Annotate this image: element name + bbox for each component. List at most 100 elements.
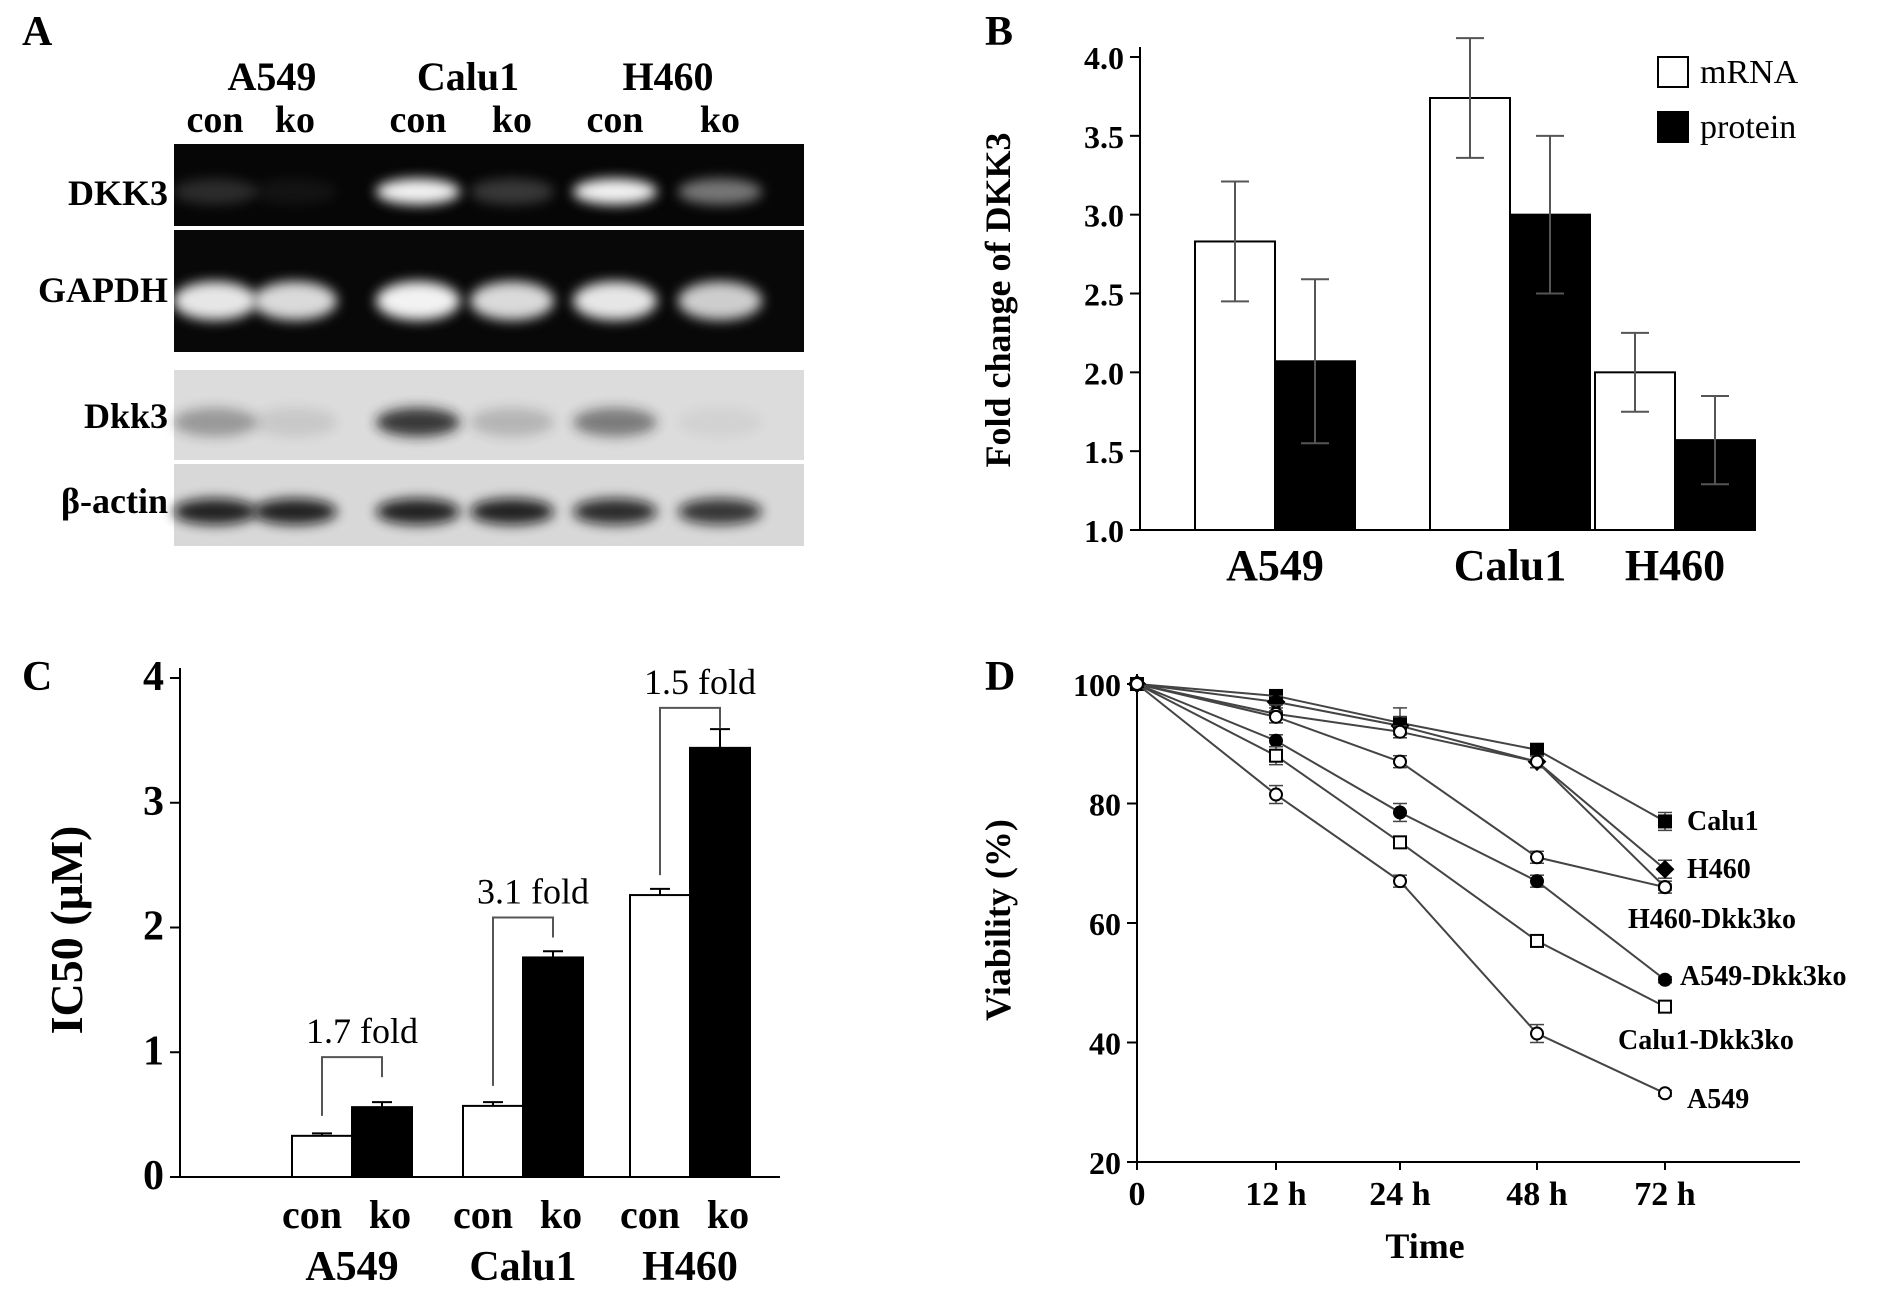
y-tick-label: 2.5	[1084, 277, 1124, 313]
lane-label-ko: ko	[707, 1192, 749, 1237]
y-tick-label: 40	[1089, 1026, 1121, 1062]
point-calu1-dkk3ko	[1658, 999, 1672, 1014]
series-line-a549	[1136, 683, 1666, 1095]
y-tick-label: 1.0	[1084, 513, 1124, 549]
point-calu1-dkk3ko	[1530, 933, 1544, 948]
lane-label-con: con	[620, 1192, 680, 1237]
band-gapdh-lane-1	[173, 281, 257, 321]
y-tick-label: 2.0	[1084, 355, 1124, 391]
fold-bracket	[492, 916, 554, 1086]
band-dkk3-lane-2	[253, 178, 337, 205]
point-a549-dkk3ko	[1393, 805, 1407, 820]
y-tick-label: 100	[1073, 667, 1121, 703]
band--actin-lane-4	[470, 498, 554, 525]
lane-label-ko: ko	[369, 1192, 411, 1237]
point-h460-dkk3ko-mid	[1393, 754, 1407, 769]
band--actin-lane-6	[678, 498, 762, 525]
y-tick-label: 80	[1089, 787, 1121, 823]
band-gapdh-lane-3	[376, 281, 460, 321]
point-a549	[1530, 1026, 1544, 1041]
point-h460-dkk3ko-mid	[1269, 709, 1283, 724]
band--actin-lane-5	[573, 498, 657, 525]
band-dkk3-lane-5	[573, 178, 657, 205]
fold-label-h460: 1.5 fold	[644, 662, 756, 702]
series-label-calu1: Calu1	[1687, 806, 1759, 837]
x-category-h460: H460	[1625, 541, 1725, 590]
y-axis-title: Fold change of DKK3	[978, 132, 1018, 467]
point-calu1	[1658, 814, 1672, 829]
panel-b-chart: B 1.0 1.5 2.0 2.5 3.0 3.5 4.0 Fold change of DK…	[978, 9, 1799, 590]
lane-label-ko: ko	[275, 99, 315, 141]
series-label-h460: H460	[1687, 854, 1751, 885]
band-dkk3-lane-3	[376, 407, 460, 437]
band--actin-lane-3	[376, 498, 460, 525]
point-a549-dkk3ko	[1658, 972, 1672, 987]
y-tick-label: 60	[1089, 906, 1121, 942]
point-a549	[1393, 874, 1407, 889]
point-h460-dkk3ko	[1393, 724, 1407, 739]
band-gapdh-lane-5	[573, 281, 657, 321]
panel-d-letter: D	[985, 654, 1015, 700]
x-axis-title: Time	[1385, 1226, 1464, 1266]
y-tick-label: 3.0	[1084, 198, 1124, 234]
point-calu1-dkk3ko	[1393, 835, 1407, 850]
band-dkk3-lane-4	[470, 178, 554, 205]
y-tick-label: 20	[1089, 1145, 1121, 1181]
x-category-calu1: Calu1	[469, 1244, 576, 1290]
band-dkk3-lane-5	[573, 407, 657, 437]
band-dkk3-lane-6	[678, 178, 762, 205]
legend-swatch-protein	[1657, 111, 1689, 143]
fold-bracket	[321, 1056, 383, 1116]
legend-label-protein: protein	[1700, 109, 1796, 146]
point-a549	[1658, 1086, 1672, 1101]
cell-line-label-calu1: Calu1	[417, 54, 519, 99]
band--actin-lane-2	[253, 498, 337, 525]
row-label--actin: β-actin	[61, 481, 168, 521]
lane-label-ko: ko	[540, 1192, 582, 1237]
bar-ko-calu1	[522, 956, 584, 1178]
y-tick-label: 4	[143, 654, 164, 700]
bar-con-h460	[629, 894, 691, 1178]
series-label-h460-dkk3ko: H460-Dkk3ko	[1628, 904, 1796, 935]
y-tick-label: 2	[143, 904, 164, 950]
x-tick-label: 48 h	[1506, 1176, 1568, 1213]
fold-label-calu1: 3.1 fold	[477, 871, 589, 911]
bar-ko-a549	[351, 1106, 413, 1179]
x-tick-label: 12 h	[1245, 1176, 1307, 1213]
row-label-gapdh: GAPDH	[38, 270, 168, 310]
panel-c-letter: C	[22, 654, 52, 700]
band-gapdh-lane-4	[470, 281, 554, 321]
band-dkk3-lane-4	[470, 407, 554, 437]
row-label-dkk3: DKK3	[68, 173, 168, 213]
lane-label-ko: ko	[700, 99, 740, 141]
y-tick-label: 1	[143, 1028, 164, 1074]
point-a549	[1269, 787, 1283, 802]
band-dkk3-lane-1	[173, 407, 257, 437]
lane-label-con: con	[587, 99, 644, 141]
panel-b-letter: B	[985, 9, 1013, 55]
series-label-calu1-dkk3ko: Calu1-Dkk3ko	[1618, 1025, 1794, 1056]
bar-con-a549	[291, 1134, 353, 1179]
legend-label-mrna: mRNA	[1700, 54, 1799, 91]
x-category-calu1: Calu1	[1454, 541, 1566, 590]
band-dkk3-lane-3	[376, 178, 460, 205]
band--actin-lane-1	[173, 498, 257, 525]
series-label-a549: A549	[1687, 1084, 1749, 1115]
lane-label-ko: ko	[492, 99, 532, 141]
band-gapdh-lane-6	[678, 281, 762, 321]
panel-d-chart: D 20 40 60 80 100 0 12 h 24 h 48 h 72 h Time Viabil…	[978, 654, 1846, 1266]
x-category-h460: H460	[642, 1244, 738, 1290]
x-tick-label: 24 h	[1369, 1176, 1431, 1213]
panel-c-chart: C 0 1 2 3 4 IC50 (μM) 1.7 fold 3.1 fold 1.5 fold…	[22, 654, 780, 1290]
series-line-calu1	[1136, 683, 1666, 823]
lane-label-con: con	[390, 99, 447, 141]
y-tick-label: 1.5	[1084, 434, 1124, 470]
lane-label-con: con	[453, 1192, 513, 1237]
x-category-a549: A549	[1226, 541, 1324, 590]
band-dkk3-lane-1	[173, 178, 257, 205]
bar-mrna-calu1	[1429, 96, 1511, 531]
point-h460-dkk3ko-mid	[1130, 677, 1144, 691]
cell-line-label-a549: A549	[228, 54, 317, 99]
